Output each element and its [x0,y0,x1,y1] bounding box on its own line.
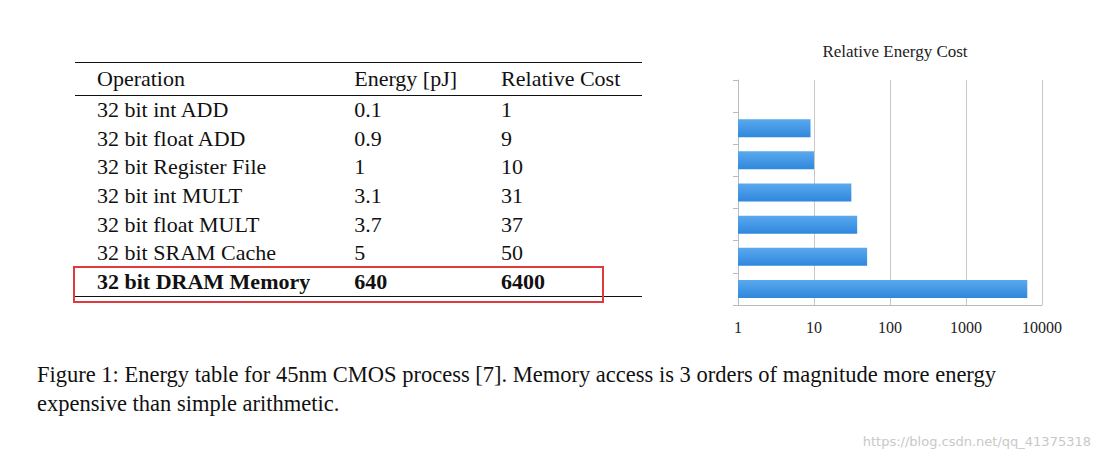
html-text:32 bit int MULT: 32 bit int MULT [97,183,243,209]
html-text:640: 640 [354,268,388,294]
html-text:3.1: 3.1 [354,183,382,209]
html-text:32 bit float MULT: 32 bit float MULT [97,211,260,237]
html-text:31: 31 [501,183,524,209]
html-text:0.9: 0.9 [354,125,382,151]
html-text:1: 1 [354,154,366,180]
html-text:6400: 6400 [501,268,546,294]
svg-text:1: 1 [734,319,742,336]
html-text:32 bit Register File: 32 bit Register File [97,154,267,180]
html-text:32 bit DRAM Memory: 32 bit DRAM Memory [97,268,311,294]
html-text:0.1: 0.1 [354,97,382,123]
html-text:32 bit SRAM Cache: 32 bit SRAM Cache [97,240,277,266]
svg-text:1000: 1000 [950,319,982,336]
html-text:9: 9 [501,125,513,151]
html-text:10: 10 [501,154,524,180]
svg-text:10000: 10000 [1022,319,1062,336]
html-text:32 bit int ADD: 32 bit int ADD [97,97,229,123]
html-text:3.7: 3.7 [354,211,382,237]
html-text:32 bit float ADD: 32 bit float ADD [97,125,246,151]
svg-text:100: 100 [878,319,902,336]
svg-text:10: 10 [806,319,822,336]
html-text:Operation: Operation [97,66,185,91]
html-text:5: 5 [354,240,366,266]
html-text:Figure 1: Energy table for 45n: Figure 1: Energy table for 45nm CMOS pro… [37,362,996,416]
html-text:Energy [pJ]: Energy [pJ] [354,66,458,91]
html-text:Relative Cost: Relative Cost [501,66,621,91]
html-text:1: 1 [501,97,513,123]
html-text:https://blog.csdn.net/qq_41375: https://blog.csdn.net/qq_41375318 [862,434,1091,449]
html-text:37: 37 [501,211,524,237]
svg-text:Relative Energy Cost: Relative Energy Cost [822,42,967,61]
html-text:50: 50 [501,240,524,266]
